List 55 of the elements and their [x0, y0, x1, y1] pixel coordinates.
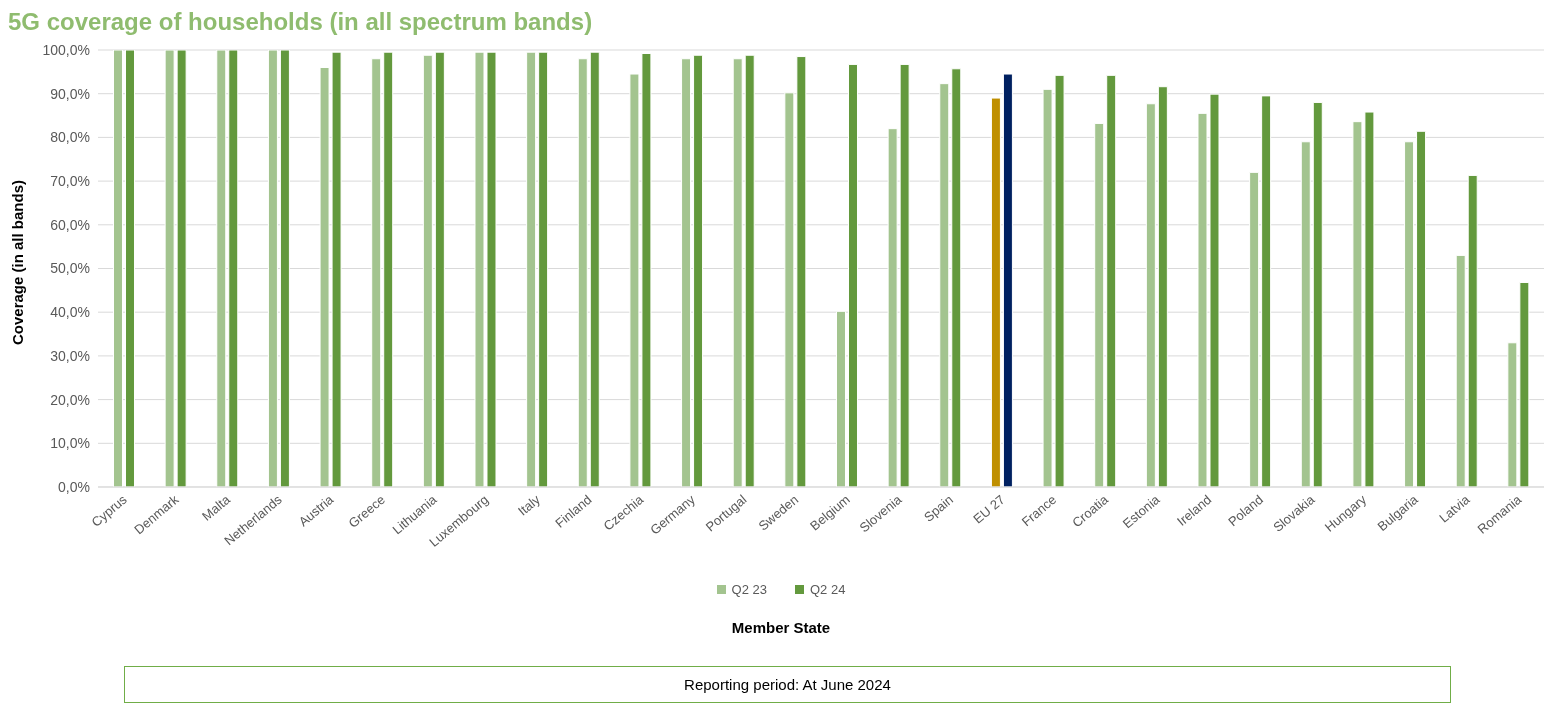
bar — [681, 58, 692, 487]
y-tick-label: 100,0% — [42, 41, 90, 58]
bar — [1106, 74, 1117, 487]
bar — [1312, 101, 1323, 487]
bar — [1002, 73, 1013, 487]
y-tick-label: 60,0% — [50, 216, 90, 233]
y-tick-label: 0,0% — [58, 478, 90, 495]
bar — [124, 50, 135, 487]
bar — [847, 63, 858, 487]
y-tick-label: 50,0% — [50, 260, 90, 277]
bar — [228, 50, 239, 487]
y-tick-label: 90,0% — [50, 85, 90, 102]
x-tick-label: Italy — [514, 491, 544, 519]
bar — [1157, 86, 1168, 487]
bar — [693, 54, 704, 487]
text: Reporting period: At June 2024 — [124, 666, 1451, 703]
bar — [526, 51, 537, 487]
bar — [1261, 95, 1272, 487]
y-tick-label: 80,0% — [50, 129, 90, 146]
bar — [1404, 141, 1415, 487]
bar — [835, 310, 846, 487]
bar — [371, 58, 382, 487]
bar — [951, 68, 962, 487]
bar — [422, 54, 433, 487]
bar — [112, 50, 123, 487]
bar — [1145, 103, 1156, 487]
bar — [267, 50, 278, 487]
bar — [577, 58, 588, 487]
x-axis-title: Member State — [730, 619, 832, 636]
bar — [538, 51, 549, 487]
bar — [383, 51, 394, 487]
y-tick-label: 70,0% — [50, 173, 90, 190]
x-tick-label: EU 27 — [970, 491, 1008, 527]
y-tick-label: 20,0% — [50, 391, 90, 408]
bar — [732, 58, 743, 487]
bar — [744, 54, 755, 487]
chart-title: 5G coverage of households (in all spectrum bands) — [8, 8, 594, 37]
y-tick-label: 10,0% — [50, 435, 90, 452]
legend-label: Q2 24 — [809, 582, 846, 597]
bar — [589, 51, 600, 487]
bar — [1094, 122, 1105, 487]
bar — [434, 51, 445, 487]
y-tick-label: 40,0% — [50, 304, 90, 321]
bar — [216, 50, 227, 487]
legend-label: Q2 23 — [730, 582, 767, 597]
bar — [1300, 141, 1311, 487]
bar — [939, 83, 950, 487]
y-tick-label: 30,0% — [50, 347, 90, 364]
bar — [990, 97, 1001, 487]
bar — [279, 50, 290, 487]
bar — [1467, 174, 1478, 487]
bar — [1416, 130, 1427, 487]
bar — [1249, 171, 1260, 487]
bar — [1455, 254, 1466, 487]
y-axis-title: Coverage (in all bands) — [9, 179, 27, 345]
